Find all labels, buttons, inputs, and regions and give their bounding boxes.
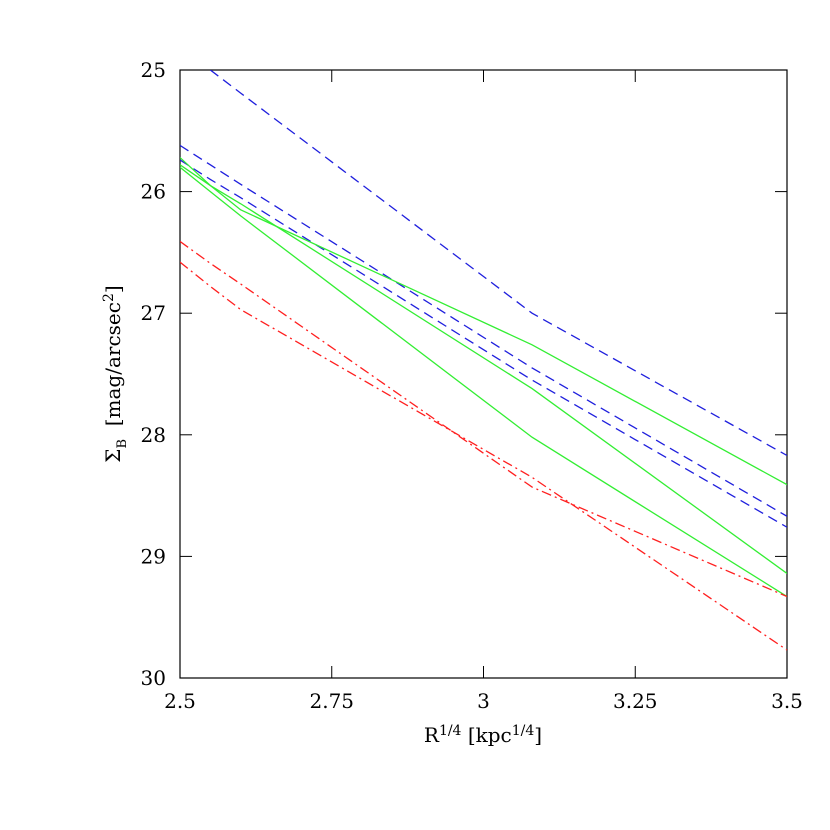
x-label-part: [kpc xyxy=(461,723,511,747)
series-line xyxy=(180,166,787,598)
x-label-sup: 1/4 xyxy=(439,723,462,739)
y-label-part: [mag/arcsec xyxy=(101,302,125,439)
y-axis-label: ΣB [mag/arcsec2] xyxy=(101,285,130,462)
series-line xyxy=(180,144,787,517)
series-line xyxy=(180,240,787,598)
x-label-sup: 1/4 xyxy=(512,723,535,739)
series-line xyxy=(180,157,787,486)
x-label-part: ] xyxy=(534,723,542,747)
y-tick-label: 27 xyxy=(141,301,166,325)
plot-frame xyxy=(179,69,788,679)
x-tick-label: 2.5 xyxy=(164,689,196,713)
x-axis-label: R1/4 [kpc1/4] xyxy=(424,723,542,747)
y-label-sup: 2 xyxy=(101,293,117,302)
x-tick-label: 3.5 xyxy=(771,689,803,713)
series-line xyxy=(180,164,787,574)
y-label-part: Σ xyxy=(101,449,125,463)
y-tick-label: 26 xyxy=(141,180,166,204)
series-line xyxy=(209,70,787,457)
y-tick-label: 29 xyxy=(141,544,166,568)
x-tick-label: 2.75 xyxy=(309,689,354,713)
y-tick-label: 30 xyxy=(141,666,166,690)
plot-area xyxy=(180,70,787,651)
x-label-part: R xyxy=(424,723,440,747)
y-label-sub: B xyxy=(115,439,130,449)
y-tick-label: 25 xyxy=(141,58,166,82)
y-label-part: ] xyxy=(101,285,125,293)
x-tick-label: 3.25 xyxy=(613,689,658,713)
y-tick-label: 28 xyxy=(141,423,166,447)
series-line xyxy=(180,261,787,651)
x-tick-label: 3 xyxy=(477,689,490,713)
series-line xyxy=(180,159,787,528)
